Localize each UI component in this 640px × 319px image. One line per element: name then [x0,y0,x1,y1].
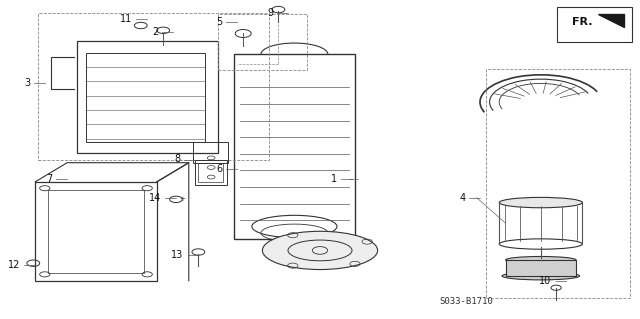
Bar [86,53,205,142]
Text: 4: 4 [459,193,465,203]
Text: 9: 9 [267,8,273,18]
Text: 10: 10 [540,276,552,286]
Bar [506,260,576,276]
Text: 8: 8 [174,154,180,165]
Text: 11: 11 [120,14,132,24]
Bar [234,54,355,239]
Bar [193,142,228,163]
Bar [77,41,218,153]
Text: 6: 6 [216,164,222,174]
Bar [195,160,227,185]
Text: FR.: FR. [572,17,593,27]
Ellipse shape [262,231,378,270]
Text: +: + [179,197,186,202]
Bar [35,182,157,281]
Text: 13: 13 [172,250,184,260]
Bar [48,190,144,273]
Ellipse shape [506,256,576,263]
Text: 5: 5 [216,17,222,27]
Text: 14: 14 [149,193,161,203]
Text: 2: 2 [152,27,158,37]
Bar [198,163,223,182]
Text: 1: 1 [331,174,337,184]
Ellipse shape [502,272,580,280]
Polygon shape [598,14,624,27]
Text: 7: 7 [46,174,52,184]
Bar [38,13,269,160]
Bar [218,14,307,70]
Bar [557,7,632,42]
Text: 3: 3 [24,78,30,88]
Text: S033-B1710: S033-B1710 [439,297,493,306]
Bar [486,69,630,298]
Text: 12: 12 [8,260,20,270]
Ellipse shape [499,197,582,208]
